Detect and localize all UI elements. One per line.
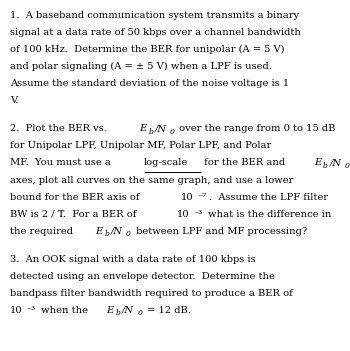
Text: b: b xyxy=(148,127,153,135)
Text: of 100 kHz.  Determine the BER for unipolar (A = 5 V): of 100 kHz. Determine the BER for unipol… xyxy=(10,45,285,54)
Text: Assume the standard deviation of the noise voltage is 1: Assume the standard deviation of the noi… xyxy=(10,79,289,88)
Text: ⁻³: ⁻³ xyxy=(193,210,202,219)
Text: MF.  You must use a: MF. You must use a xyxy=(10,159,114,167)
Text: what is the difference in: what is the difference in xyxy=(205,210,331,219)
Text: 0: 0 xyxy=(170,127,175,135)
Text: ⁻³: ⁻³ xyxy=(26,306,35,315)
Text: b: b xyxy=(105,230,109,238)
Text: signal at a data rate of 50 kbps over a channel bandwidth: signal at a data rate of 50 kbps over a … xyxy=(10,28,301,37)
Text: 0: 0 xyxy=(138,309,142,317)
Text: axes, plot all curves on the same graph, and use a lower: axes, plot all curves on the same graph,… xyxy=(10,176,293,185)
Text: log-scale: log-scale xyxy=(144,159,188,167)
Text: the required: the required xyxy=(10,227,76,236)
Text: /N: /N xyxy=(329,159,341,167)
Text: for the BER and: for the BER and xyxy=(201,159,288,167)
Text: bandpass filter bandwidth required to produce a BER of: bandpass filter bandwidth required to pr… xyxy=(10,289,293,298)
Text: 10: 10 xyxy=(181,193,194,201)
Text: BW is 2 / T.  For a BER of: BW is 2 / T. For a BER of xyxy=(10,210,139,219)
Text: 10: 10 xyxy=(10,306,22,315)
Text: /N: /N xyxy=(122,306,134,315)
Text: and polar signaling (A = ± 5 V) when a LPF is used.: and polar signaling (A = ± 5 V) when a L… xyxy=(10,62,272,71)
Text: .  Assume the LPF filter: . Assume the LPF filter xyxy=(209,193,328,201)
Text: 10: 10 xyxy=(177,210,190,219)
Text: ⁻⁷: ⁻⁷ xyxy=(197,193,206,201)
Text: over the range from 0 to 15 dB: over the range from 0 to 15 dB xyxy=(176,125,336,133)
Text: V.: V. xyxy=(10,96,18,105)
Text: 0: 0 xyxy=(345,161,350,170)
Text: E: E xyxy=(139,125,146,133)
Text: 3.  An OOK signal with a data rate of 100 kbps is: 3. An OOK signal with a data rate of 100… xyxy=(10,255,256,264)
Text: = 12 dB.: = 12 dB. xyxy=(144,306,191,315)
Text: E: E xyxy=(314,159,321,167)
Text: between LPF and MF processing?: between LPF and MF processing? xyxy=(133,227,307,236)
Text: 1.  A baseband communication system transmits a binary: 1. A baseband communication system trans… xyxy=(10,11,299,20)
Text: E: E xyxy=(95,227,102,236)
Text: detected using an envelope detector.  Determine the: detected using an envelope detector. Det… xyxy=(10,272,275,281)
Text: when the: when the xyxy=(38,306,91,315)
Text: b: b xyxy=(323,161,328,170)
Text: 2.  Plot the BER vs.: 2. Plot the BER vs. xyxy=(10,125,110,133)
Text: 0: 0 xyxy=(126,230,131,238)
Text: bound for the BER axis of: bound for the BER axis of xyxy=(10,193,142,201)
Text: /N: /N xyxy=(154,125,167,133)
Text: for Unipolar LPF, Unipolar MF, Polar LPF, and Polar: for Unipolar LPF, Unipolar MF, Polar LPF… xyxy=(10,141,271,151)
Text: /N: /N xyxy=(111,227,123,236)
Text: E: E xyxy=(106,306,114,315)
Text: b: b xyxy=(116,309,121,317)
